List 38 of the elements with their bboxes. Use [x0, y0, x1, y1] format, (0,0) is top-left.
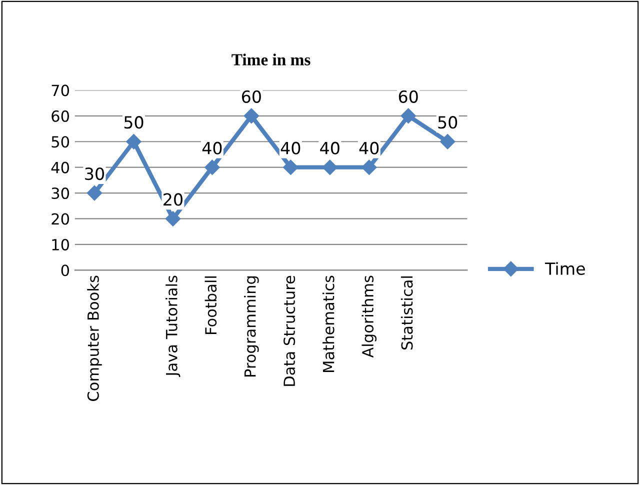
chart-title: Time in ms: [232, 54, 310, 66]
x-tick-label: Programming: [244, 276, 259, 376]
point: [283, 160, 298, 175]
data-label: 40: [359, 142, 379, 154]
point: [126, 134, 142, 150]
point: [165, 211, 181, 226]
x-tick-label: Statistical: [400, 276, 413, 350]
y-tick-label: 10: [52, 238, 70, 250]
data-label: 60: [398, 90, 418, 103]
y-tick-label: 0: [61, 264, 70, 276]
y-tick-label: 40: [51, 162, 70, 174]
data-label: 40: [320, 142, 340, 154]
y-tick-label: 30: [52, 187, 70, 200]
x-tick-label: Java Tutorials: [166, 276, 180, 378]
x-tick-label: Computer Books: [87, 276, 102, 401]
data-label: 20: [164, 193, 182, 206]
legend-label: Time: [544, 262, 585, 275]
x-tick-label: Football: [204, 276, 217, 334]
data-label: 40: [202, 142, 222, 154]
point: [362, 160, 377, 175]
y-tick-label: 20: [52, 213, 70, 225]
point: [244, 108, 259, 124]
x-tick-label: Mathematics: [322, 276, 334, 372]
point: [322, 160, 338, 175]
data-label: 50: [438, 116, 458, 129]
data-label: 50: [124, 116, 144, 129]
x-tick-label: Algorithms: [362, 276, 377, 358]
point: [440, 134, 456, 150]
point: [204, 160, 220, 175]
y-tick-label: 60: [52, 110, 70, 122]
data-label: 40: [280, 142, 300, 154]
y-tick-label: 70: [52, 84, 70, 96]
point: [86, 185, 102, 201]
y-tick-label: 50: [52, 136, 70, 148]
x-tick-label: Data Structure: [284, 276, 296, 386]
data-label: 60: [242, 90, 261, 103]
data-label: 30: [85, 167, 104, 180]
point: [400, 108, 416, 124]
